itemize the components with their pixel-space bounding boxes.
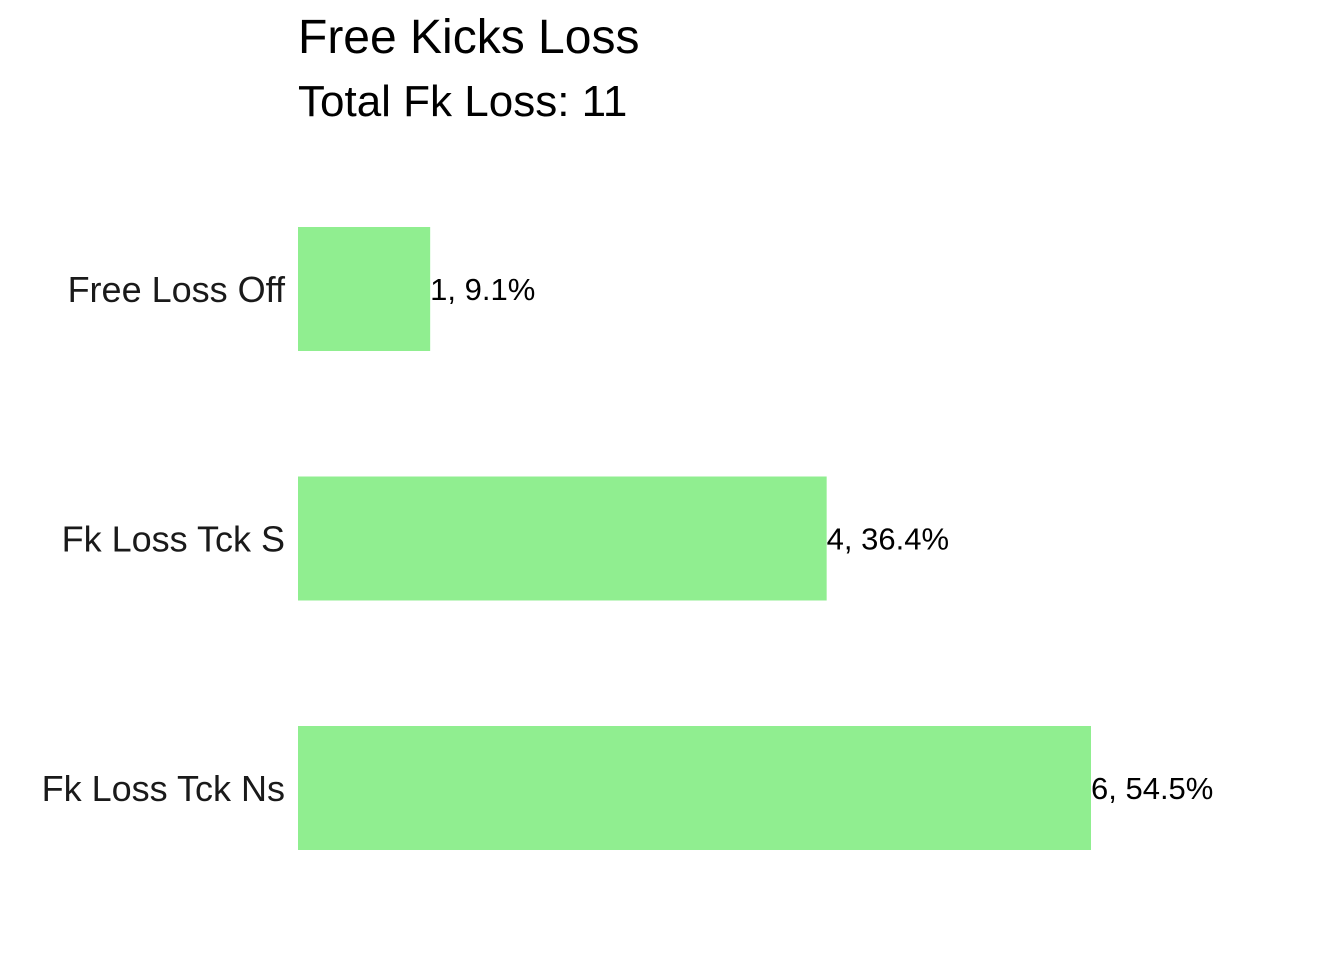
- bar: [298, 476, 827, 601]
- bars-layer: [298, 227, 1091, 850]
- category-label: Free Loss Off: [68, 269, 286, 310]
- data-label: 1, 9.1%: [430, 272, 535, 307]
- bar: [298, 227, 431, 351]
- category-label: Fk Loss Tck Ns: [42, 768, 285, 809]
- category-label: Fk Loss Tck S: [62, 519, 285, 560]
- data-label: 4, 36.4%: [827, 522, 949, 557]
- chart-subtitle: Total Fk Loss: 11: [298, 77, 627, 126]
- data-label: 6, 54.5%: [1091, 771, 1213, 806]
- chart-title: Free Kicks Loss: [298, 11, 639, 64]
- bar: [298, 726, 1091, 850]
- data-labels: 1, 9.1% 4, 36.4% 6, 54.5%: [430, 272, 1213, 806]
- category-labels: Free Loss Off Fk Loss Tck S Fk Loss Tck Ns: [42, 269, 286, 809]
